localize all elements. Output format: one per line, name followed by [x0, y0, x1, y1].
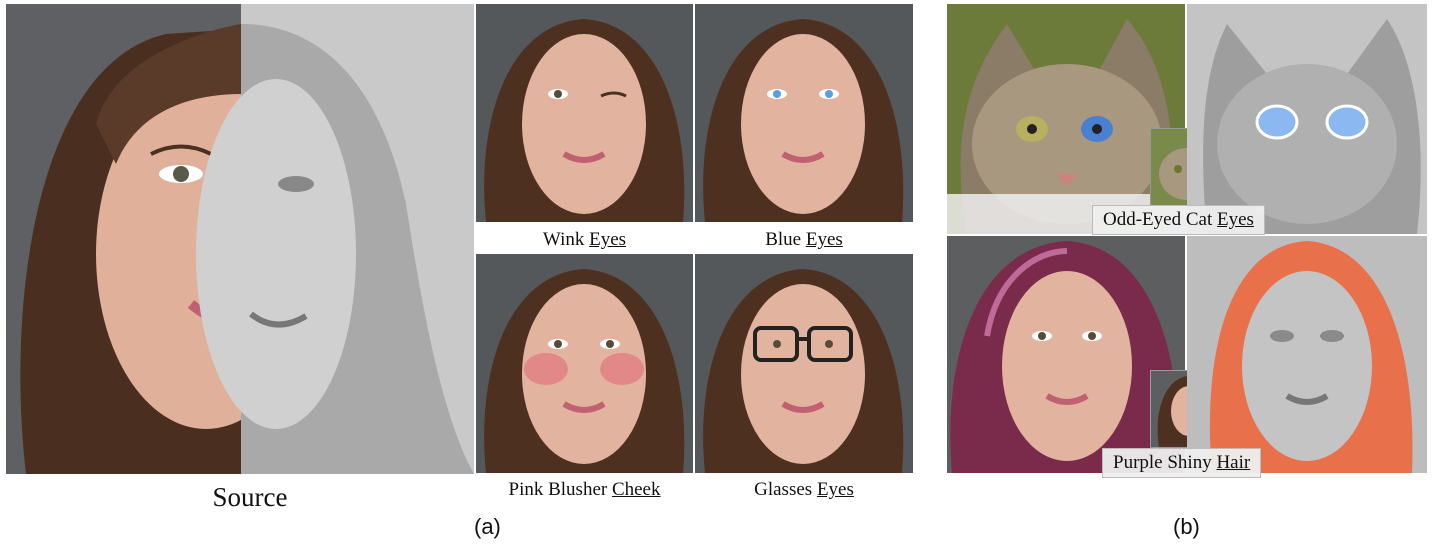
source-caption: Source	[212, 482, 288, 512]
cat-mesh	[1187, 4, 1427, 234]
cat-result	[947, 4, 1185, 234]
caption-region: Hair	[1216, 452, 1251, 473]
result-pink-blusher-cheek	[476, 254, 693, 473]
face-illustration	[476, 254, 693, 473]
face-illustration	[695, 254, 913, 473]
caption-prefix: Purple Shiny	[1113, 452, 1217, 473]
caption-pink-blusher-cheek: Pink Blusher Cheek	[476, 479, 693, 501]
caption-glasses-eyes: Glasses Eyes	[695, 479, 913, 501]
face-illustration	[476, 4, 693, 222]
hair-result	[947, 236, 1185, 473]
caption-region: Eyes	[816, 479, 854, 500]
caption-wink-eyes: Wink Eyes	[476, 229, 693, 251]
caption-region: Eyes	[589, 229, 627, 250]
caption-prefix: Wink	[542, 229, 590, 250]
hair-mesh	[1187, 236, 1427, 473]
sublabel-b: (b)	[1173, 514, 1200, 539]
caption-prefix: Blue	[765, 229, 806, 250]
cat-illustration	[947, 4, 1185, 234]
sublabel-a: (a)	[474, 514, 501, 539]
cat-mesh-illustration	[1187, 4, 1427, 234]
caption-region: Eyes	[805, 229, 843, 250]
caption-odd-eyed-cat-eyes: Odd-Eyed Cat Eyes	[1092, 205, 1265, 235]
face-illustration	[695, 4, 913, 222]
source-face-illustration	[6, 4, 474, 474]
caption-blue-eyes: Blue Eyes	[695, 229, 913, 251]
face-illustration	[947, 236, 1185, 473]
source-image	[6, 4, 474, 474]
caption-region: Cheek	[611, 479, 661, 500]
caption-prefix: Odd-Eyed Cat	[1103, 209, 1217, 230]
hair-mesh-illustration	[1187, 236, 1427, 473]
caption-purple-shiny-hair: Purple Shiny Hair	[1102, 448, 1262, 478]
result-glasses-eyes	[695, 254, 913, 473]
caption-region: Eyes	[1216, 209, 1254, 230]
result-blue-eyes	[695, 4, 913, 222]
caption-prefix: Pink Blusher	[508, 479, 612, 500]
result-wink-eyes	[476, 4, 693, 222]
caption-prefix: Glasses	[754, 479, 817, 500]
